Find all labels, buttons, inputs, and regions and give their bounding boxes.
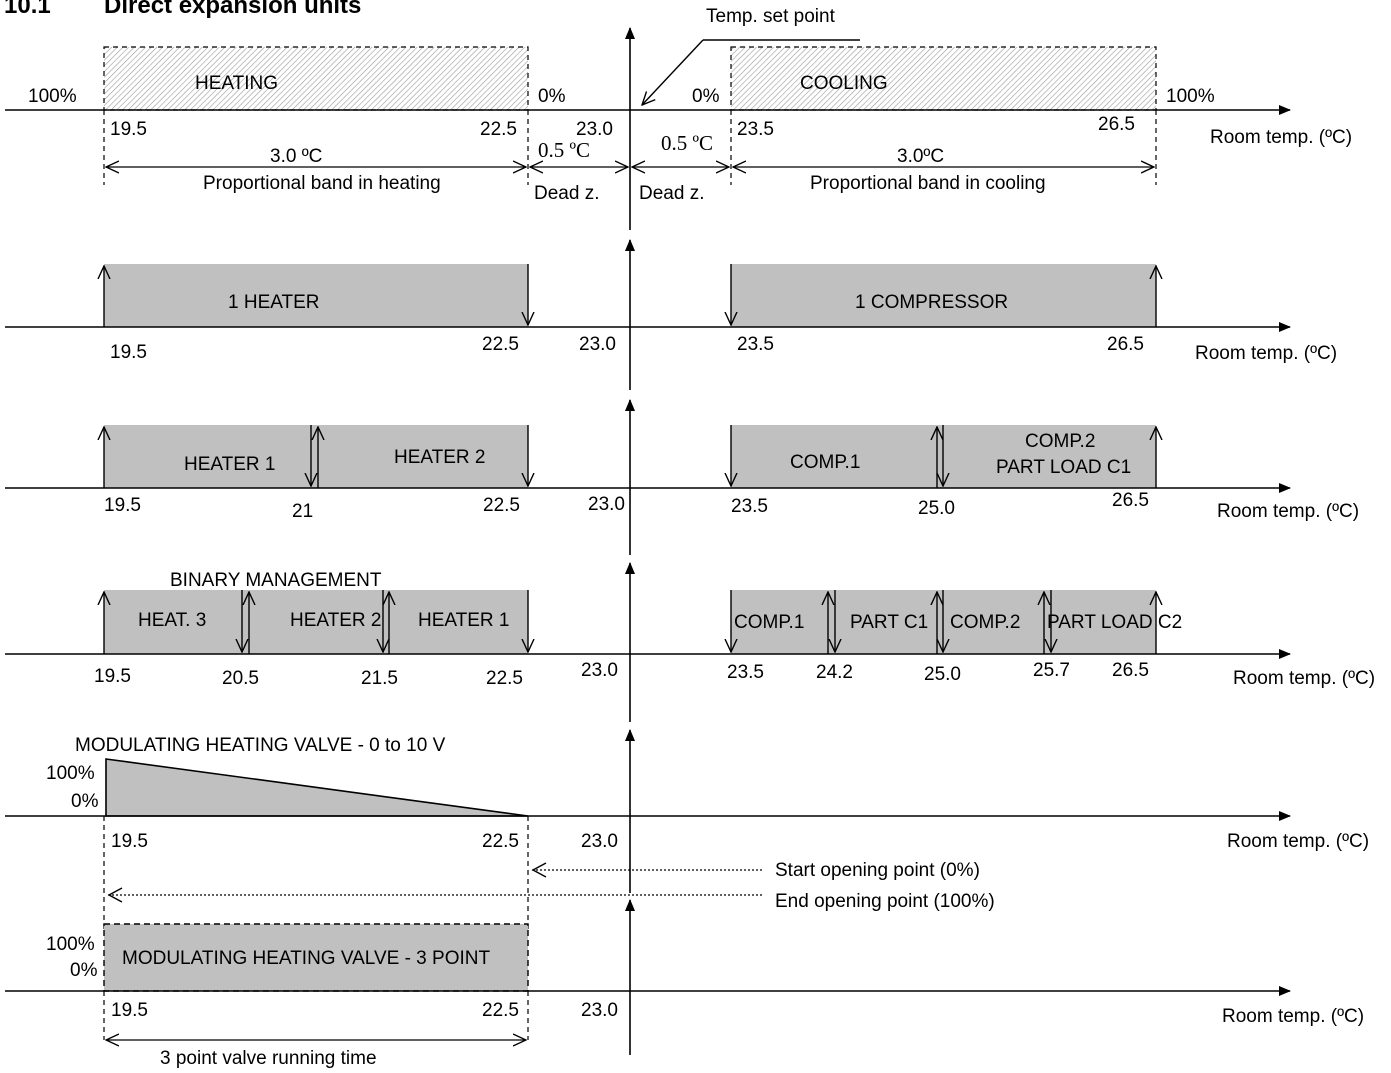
part-load-c2-label: PART LOAD C2: [1047, 612, 1182, 633]
heater-1-label: HEATER 1: [184, 454, 276, 475]
d1-tick-23-0: 23.0: [576, 119, 613, 140]
d2-tick-23-0: 23.0: [579, 334, 616, 355]
heater-2-label: HEATER 2: [394, 447, 486, 468]
d6-tick-23-0: 23.0: [581, 1000, 618, 1021]
cool-band-label: Proportional band in cooling: [810, 173, 1046, 194]
axis-label-3: Room temp. (ºC): [1217, 501, 1359, 522]
part-load-c1-label: PART LOAD C1: [996, 457, 1131, 478]
d2-tick-19-5: 19.5: [110, 342, 147, 363]
pct-left-0: 0%: [538, 86, 566, 107]
d6-tick-22-5: 22.5: [482, 1000, 519, 1021]
valve-ramp: [105, 758, 529, 817]
d4-tick-23-0: 23.0: [581, 660, 618, 681]
compressor-block: [731, 264, 1156, 327]
binary-comp-2-label: COMP.2: [950, 612, 1020, 633]
heat-3-label: HEAT. 3: [138, 610, 206, 631]
start-opening-label: Start opening point (0%): [775, 860, 980, 881]
diagram-modulating-0-10v: MODULATING HEATING VALVE - 0 to 10 V 100…: [5, 735, 1369, 930]
valve-heading: MODULATING HEATING VALVE - 0 to 10 V: [75, 735, 446, 756]
d4-tick-23-5: 23.5: [727, 662, 764, 683]
dead-label-left: Dead z.: [534, 183, 599, 204]
binary-comp-1-label: COMP.1: [734, 612, 804, 633]
valve-pct-0: 0%: [71, 791, 99, 812]
section-title: Direct expansion units: [104, 0, 361, 19]
binary-heater-1-label: HEATER 1: [418, 610, 510, 631]
d2-tick-22-5: 22.5: [482, 334, 519, 355]
binary-heading: BINARY MANAGEMENT: [170, 570, 382, 591]
binary-heater-2-label: HEATER 2: [290, 610, 382, 631]
end-opening-label: End opening point (100%): [775, 891, 995, 912]
heater-label: 1 HEATER: [228, 292, 320, 313]
d3-tick-23-5: 23.5: [731, 496, 768, 517]
dead-value-right: 0.5 ºC: [661, 131, 713, 155]
d1-tick-22-5: 22.5: [480, 119, 517, 140]
comp-1-label: COMP.1: [790, 452, 860, 473]
d4-tick-25-7: 25.7: [1033, 660, 1070, 681]
d4-tick-22-5: 22.5: [486, 668, 523, 689]
section-number: 10.1: [4, 0, 51, 19]
d6-tick-19-5: 19.5: [111, 1000, 148, 1021]
setpoint-callout: Temp. set point: [706, 6, 836, 27]
d4-tick-20-5: 20.5: [222, 668, 259, 689]
heating-label: HEATING: [195, 73, 278, 94]
d2-tick-23-5: 23.5: [737, 334, 774, 355]
axis-label-4: Room temp. (ºC): [1233, 668, 1375, 689]
pct-right-0: 0%: [692, 86, 720, 107]
d1-tick-23-5: 23.5: [737, 119, 774, 140]
three-point-pct-100: 100%: [46, 934, 95, 955]
three-point-label: MODULATING HEATING VALVE - 3 POINT: [122, 948, 490, 969]
dead-label-right: Dead z.: [639, 183, 704, 204]
running-time-label: 3 point valve running time: [160, 1048, 377, 1068]
axis-label-5: Room temp. (ºC): [1227, 831, 1369, 852]
dead-value-left: 0.5 ºC: [538, 138, 590, 162]
d4-tick-24-2: 24.2: [816, 662, 853, 683]
cooling-band: [730, 46, 1157, 111]
d5-tick-23-0: 23.0: [581, 831, 618, 852]
compressor-label: 1 COMPRESSOR: [855, 292, 1008, 313]
heat-band-value: 3.0 ºC: [270, 146, 322, 167]
comp-2-label: COMP.2: [1025, 431, 1095, 452]
axis-label-6: Room temp. (ºC): [1222, 1006, 1364, 1027]
d3-tick-21: 21: [292, 501, 313, 522]
d5-tick-19-5: 19.5: [111, 831, 148, 852]
valve-pct-100: 100%: [46, 763, 95, 784]
cooling-label: COOLING: [800, 73, 888, 94]
d2-tick-26-5: 26.5: [1107, 334, 1144, 355]
heater-block: [104, 264, 528, 327]
heat-band-label: Proportional band in heating: [203, 173, 441, 194]
d3-tick-23-0: 23.0: [588, 494, 625, 515]
cool-band-value: 3.0ºC: [897, 146, 944, 167]
heating-band: [103, 46, 529, 111]
pct-left-100: 100%: [28, 86, 77, 107]
d3-tick-19-5: 19.5: [104, 495, 141, 516]
three-point-pct-0: 0%: [70, 960, 98, 981]
pct-right-100: 100%: [1166, 86, 1215, 107]
callout-pointer: [642, 39, 704, 105]
d3-tick-25-0: 25.0: [918, 498, 955, 519]
d4-tick-26-5: 26.5: [1112, 660, 1149, 681]
d4-tick-25-0: 25.0: [924, 664, 961, 685]
d1-tick-19-5: 19.5: [110, 119, 147, 140]
axis-label-1: Room temp. (ºC): [1210, 127, 1352, 148]
d4-tick-21-5: 21.5: [361, 668, 398, 689]
diagram-two-stage: HEATER 1 HEATER 2 COMP.1 COMP.2 PART LOA…: [5, 425, 1359, 522]
d1-tick-26-5: 26.5: [1098, 114, 1135, 135]
axis-label-2: Room temp. (ºC): [1195, 343, 1337, 364]
diagram-modulating-3-point: MODULATING HEATING VALVE - 3 POINT 100% …: [5, 923, 1364, 1069]
diagram-proportional-bands: HEATING COOLING 100% 0% 0% 100% Temp. se…: [5, 6, 1352, 204]
binary-heater-block: [104, 590, 528, 654]
d4-tick-19-5: 19.5: [94, 666, 131, 687]
d5-tick-22-5: 22.5: [482, 831, 519, 852]
part-c1-label: PART C1: [850, 612, 928, 633]
d3-tick-26-5: 26.5: [1112, 490, 1149, 511]
diagram-single-stage: 1 HEATER 1 COMPRESSOR 19.5 22.5 23.0 23.…: [5, 264, 1337, 364]
d3-tick-22-5: 22.5: [483, 495, 520, 516]
diagram-binary-management: BINARY MANAGEMENT HEAT. 3 HEATER 2 HEATE…: [5, 570, 1375, 689]
